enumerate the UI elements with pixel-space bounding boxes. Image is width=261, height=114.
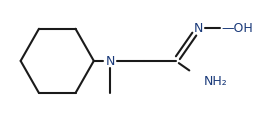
Text: N: N <box>105 55 115 68</box>
Text: —OH: —OH <box>222 22 254 35</box>
Text: N: N <box>194 22 203 35</box>
Text: NH₂: NH₂ <box>204 74 227 87</box>
